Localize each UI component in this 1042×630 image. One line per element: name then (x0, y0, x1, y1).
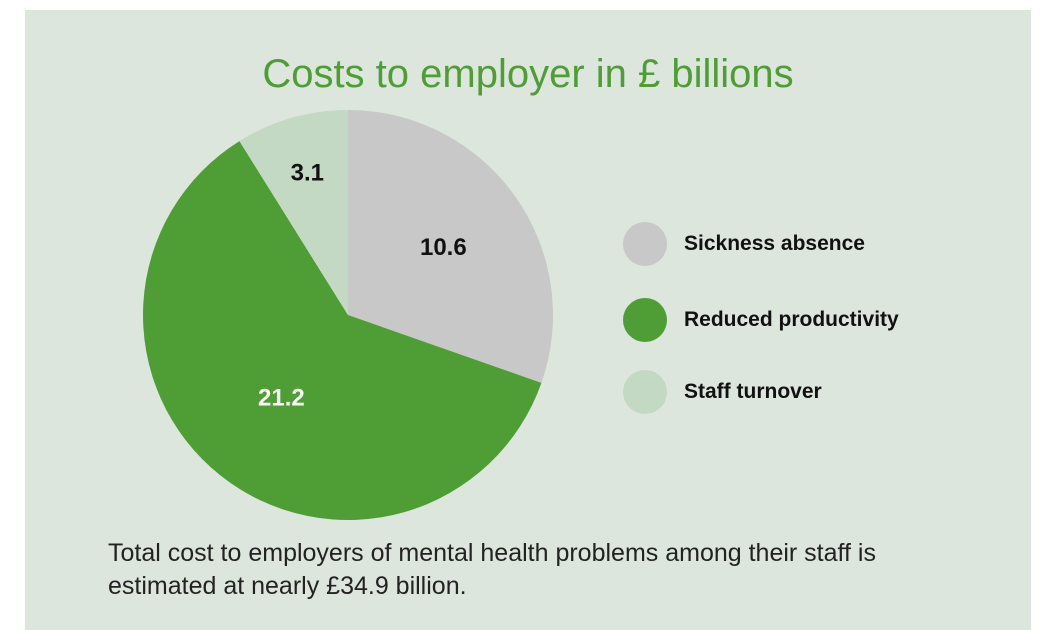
legend-item-reduced-productivity: Reduced productivity (623, 298, 983, 342)
chart-caption: Total cost to employers of mental health… (108, 539, 876, 600)
legend-label: Staff turnover (684, 380, 822, 403)
legend-item-sickness-absence: Sickness absence (623, 222, 983, 266)
chart-title: Costs to employer in £ billions (262, 52, 794, 96)
pie-slice-reduced-productivity (142, 141, 542, 520)
data-label-staff-turnover: 3.1 (291, 160, 324, 187)
pie-slice-sickness-absence (348, 110, 553, 383)
data-label-reduced-productivity: 21.2 (258, 385, 305, 412)
pie-chart: 10.6 21.2 3.1 (142, 110, 553, 520)
chart-card: Costs to employer in £ billions 10.6 21.2… (25, 10, 1031, 630)
data-label-sickness-absence: 10.6 (420, 234, 467, 261)
legend-item-staff-turnover: Staff turnover (623, 370, 983, 414)
legend-label: Reduced productivity (684, 308, 899, 331)
legend-swatch (623, 370, 667, 414)
legend-swatch (623, 222, 667, 266)
pie-slice-staff-turnover (239, 110, 348, 315)
legend-swatch (623, 298, 667, 342)
legend-label: Sickness absence (684, 232, 865, 255)
